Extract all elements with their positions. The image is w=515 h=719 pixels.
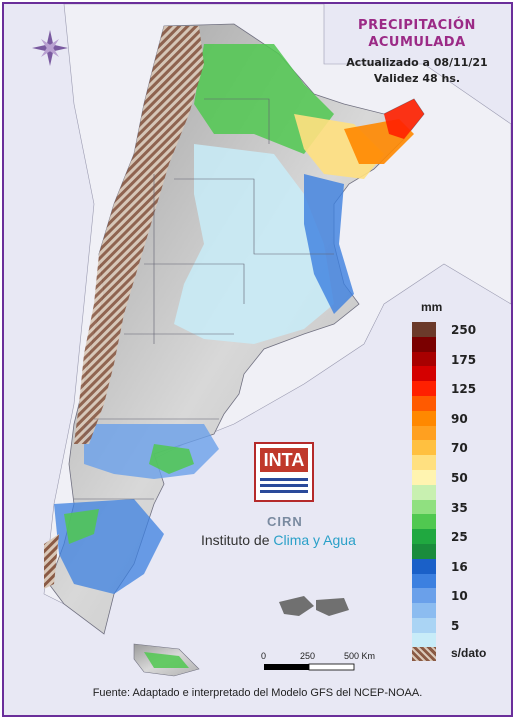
legend-swatch bbox=[412, 499, 436, 515]
legend-label: 70 bbox=[451, 441, 468, 456]
inta-logo-text: INTA bbox=[260, 448, 308, 472]
cirn-logo-text: CIRN bbox=[267, 514, 303, 529]
no-data-andes bbox=[74, 26, 204, 444]
legend-swatch bbox=[412, 351, 436, 367]
institute-name: Instituto de Clima y Agua bbox=[201, 532, 356, 548]
legend-swatch bbox=[412, 514, 436, 530]
scale-bar bbox=[264, 663, 355, 671]
institute-prefix: Instituto de bbox=[201, 532, 274, 548]
legend-unit: mm bbox=[421, 300, 443, 314]
zone-south-green bbox=[64, 509, 99, 544]
legend-swatch bbox=[412, 588, 436, 604]
province-borders bbox=[74, 98, 334, 500]
legend-label: 10 bbox=[451, 589, 468, 604]
legend-swatch bbox=[412, 425, 436, 441]
legend-label: 25 bbox=[451, 530, 468, 545]
scale-label-0: 0 bbox=[261, 651, 267, 661]
legend-swatch bbox=[412, 484, 436, 500]
inta-logo: INTA bbox=[254, 442, 314, 502]
compass-rose-icon bbox=[32, 30, 68, 66]
legend-label: 35 bbox=[451, 500, 468, 515]
legend-swatch bbox=[412, 322, 436, 337]
source-footer: Fuente: Adaptado e interpretado del Mode… bbox=[92, 687, 423, 699]
legend-swatch bbox=[412, 336, 436, 352]
legend-label: 5 bbox=[451, 619, 460, 633]
legend-swatch bbox=[412, 617, 436, 633]
scale-label-250: 250 bbox=[300, 651, 316, 661]
updated-date: Actualizado a 08/11/21 bbox=[346, 56, 488, 69]
legend-swatch bbox=[412, 410, 436, 426]
no-data-label: s/dato bbox=[451, 646, 487, 660]
legend-label: 125 bbox=[451, 382, 477, 397]
legend-color-bar bbox=[412, 322, 436, 648]
scale-label-500: 500 Km bbox=[344, 651, 376, 661]
legend-swatch bbox=[412, 573, 436, 589]
institute-highlight: Clima y Agua bbox=[273, 532, 356, 548]
no-data-swatch bbox=[412, 647, 436, 661]
legend-swatch bbox=[412, 529, 436, 544]
precipitation-map bbox=[32, 4, 511, 677]
legend-swatch bbox=[412, 469, 436, 485]
zone-blue bbox=[304, 174, 354, 314]
legend-swatch bbox=[412, 558, 436, 574]
legend-swatch bbox=[412, 455, 436, 470]
zone-patagonia-green bbox=[149, 444, 194, 474]
map-title-line1: PRECIPITACIÓN bbox=[358, 18, 476, 33]
legend-swatch bbox=[412, 632, 436, 648]
legend-label: 90 bbox=[451, 411, 468, 426]
falkland-islands bbox=[279, 596, 349, 616]
legend-label: 175 bbox=[451, 352, 477, 367]
no-data-south bbox=[44, 534, 59, 589]
validity-text: Validez 48 hs. bbox=[373, 72, 461, 85]
map-title-line2: ACUMULADA bbox=[368, 35, 466, 50]
legend-swatch bbox=[412, 395, 436, 411]
legend-swatch bbox=[412, 603, 436, 618]
legend-label: 250 bbox=[451, 323, 477, 337]
legend-swatch bbox=[412, 440, 436, 456]
zone-patagonia-blue bbox=[84, 424, 219, 479]
zone-red bbox=[384, 99, 424, 139]
legend-label: 50 bbox=[451, 471, 468, 485]
legend-swatch bbox=[412, 381, 436, 396]
legend-swatch bbox=[412, 543, 436, 559]
legend-label: 16 bbox=[451, 559, 468, 574]
legend-swatch bbox=[412, 366, 436, 382]
